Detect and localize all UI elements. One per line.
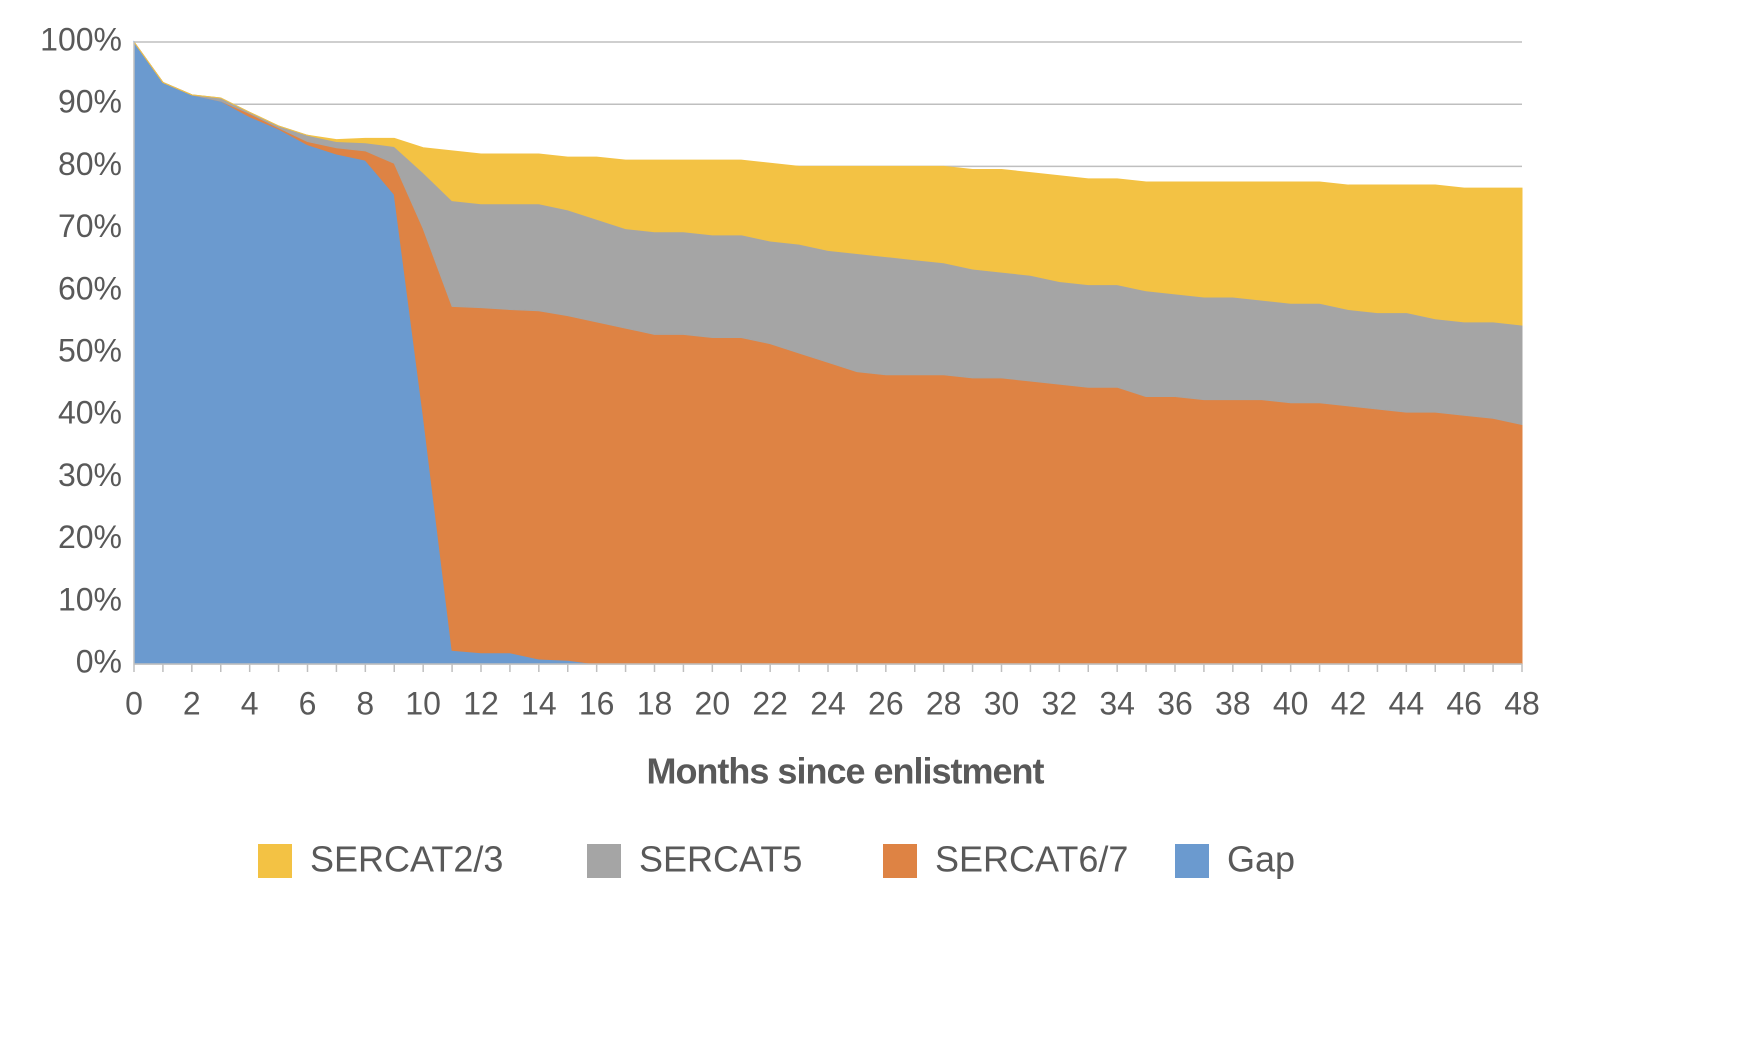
x-tick-label: 0: [125, 685, 143, 721]
legend-label: SERCAT6/7: [935, 839, 1128, 880]
y-tick-label: 80%: [58, 146, 122, 182]
y-tick-label: 90%: [58, 84, 122, 120]
x-tick-label: 34: [1099, 685, 1135, 721]
x-tick-label: 32: [1042, 685, 1078, 721]
x-axis-label: Months since enlistment: [646, 751, 1044, 792]
y-tick-label: 10%: [58, 581, 122, 617]
legend-swatch: [883, 844, 917, 878]
x-tick-label: 42: [1331, 685, 1367, 721]
x-tick-label: 4: [241, 685, 259, 721]
x-tick-label: 38: [1215, 685, 1251, 721]
x-tick-label: 46: [1446, 685, 1482, 721]
x-tick-label: 28: [926, 685, 962, 721]
x-tick-label: 16: [579, 685, 615, 721]
y-tick-label: 20%: [58, 519, 122, 555]
y-tick-label: 0%: [76, 643, 122, 679]
x-tick-label: 36: [1157, 685, 1193, 721]
legend-label: SERCAT5: [639, 839, 802, 880]
x-tick-label: 30: [984, 685, 1020, 721]
legend-swatch: [1175, 844, 1209, 878]
x-tick-label: 14: [521, 685, 557, 721]
x-tick-label: 26: [868, 685, 904, 721]
x-tick-label: 6: [299, 685, 317, 721]
y-tick-label: 50%: [58, 332, 122, 368]
legend-label: Gap: [1227, 839, 1295, 880]
x-tick-label: 44: [1389, 685, 1425, 721]
legend-swatch: [587, 844, 621, 878]
x-tick-label: 12: [463, 685, 499, 721]
legend-label: SERCAT2/3: [310, 839, 503, 880]
x-tick-label: 24: [810, 685, 846, 721]
y-tick-label: 40%: [58, 395, 122, 431]
y-tick-label: 30%: [58, 457, 122, 493]
legend-swatch: [258, 844, 292, 878]
area: [133, 41, 1523, 326]
x-tick-label: 8: [356, 685, 374, 721]
x-tick-label: 18: [637, 685, 673, 721]
x-tick-label: 40: [1273, 685, 1309, 721]
x-tick-label: 2: [183, 685, 201, 721]
y-tick-label: 60%: [58, 270, 122, 306]
x-tick-label: 20: [695, 685, 731, 721]
y-tick-label: 70%: [58, 208, 122, 244]
x-tick-label: 10: [405, 685, 441, 721]
x-tick-label: 48: [1504, 685, 1540, 721]
y-tick-label: 100%: [40, 21, 122, 57]
x-tick-label: 22: [752, 685, 788, 721]
